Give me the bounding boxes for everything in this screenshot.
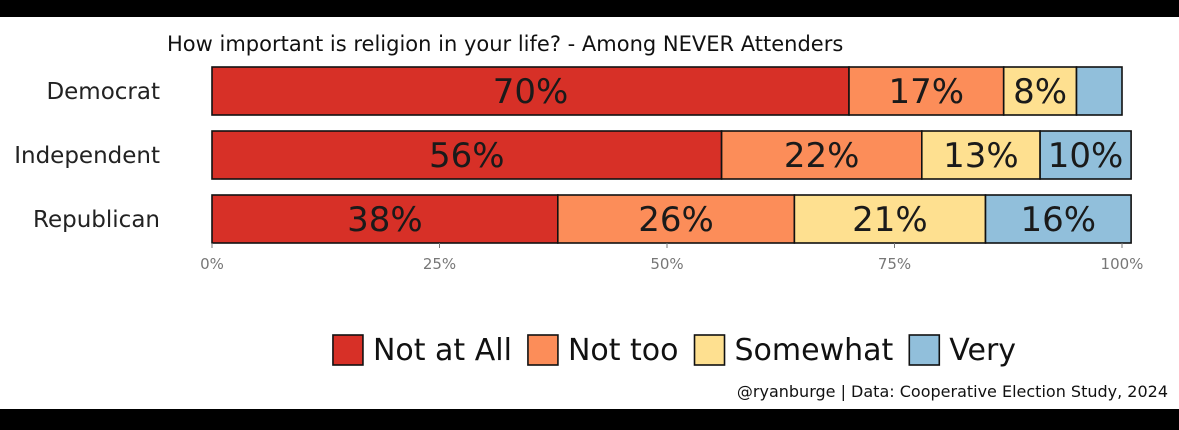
bar-independent-somewhat <box>920 130 1041 180</box>
legend-label-not-too: Not too <box>568 333 679 368</box>
bar-democrat-somewhat <box>1002 66 1078 116</box>
x-tick-label: 0% <box>200 255 224 273</box>
bar-republican-not-too <box>556 194 796 244</box>
bar-independent-not-too <box>720 130 923 180</box>
x-tick-label: 25% <box>423 255 456 273</box>
value-label-republican-not-at-all: 38% <box>347 200 423 240</box>
legend-item-somewhat: Somewhat <box>693 333 894 368</box>
stacked-bar-chart: How important is religion in your life? … <box>14 32 1168 401</box>
legend-swatch-not-at-all <box>332 334 364 366</box>
legend-label-not-at-all: Not at All <box>373 333 512 368</box>
x-tick-label: 100% <box>1101 255 1144 273</box>
bar-democrat-very <box>1075 66 1123 116</box>
category-labels: Democrat Independent Republican <box>14 79 160 233</box>
value-label-democrat-somewhat: 8% <box>1013 72 1067 112</box>
category-label-independent: Independent <box>14 143 160 169</box>
legend-item-not-at-all: Not at All <box>332 333 512 368</box>
bar-republican-not-at-all <box>211 194 559 244</box>
legend-swatch-somewhat <box>693 334 726 366</box>
x-axis-ticks: 0% 25% 50% 75% 100% <box>200 243 1143 273</box>
value-label-independent-very: 10% <box>1048 136 1124 176</box>
bars-group: 70% 17% 8% 56% 22% 13% 10% 38% 26% 21% 16% <box>211 66 1132 244</box>
legend-label-somewhat: Somewhat <box>735 333 894 368</box>
value-label-republican-somewhat: 21% <box>852 200 928 240</box>
bar-republican-somewhat <box>793 194 987 244</box>
value-label-independent-not-too: 22% <box>784 136 860 176</box>
value-label-independent-not-at-all: 56% <box>429 136 505 176</box>
legend-swatch-very <box>908 334 941 366</box>
legend: Not at All Not too Somewhat Very <box>332 333 1016 368</box>
value-label-republican-very: 16% <box>1021 200 1097 240</box>
legend-label-very: Very <box>949 333 1016 368</box>
value-label-democrat-not-at-all: 70% <box>493 72 569 112</box>
chart-panel: How important is religion in your life? … <box>0 17 1179 409</box>
bar-democrat-not-too <box>848 66 1005 116</box>
category-label-democrat: Democrat <box>46 79 160 105</box>
bar-independent-very <box>1039 130 1132 180</box>
legend-item-not-too: Not too <box>527 333 679 368</box>
bar-democrat-not-at-all <box>211 66 850 116</box>
legend-swatch-not-too <box>527 334 559 366</box>
category-label-republican: Republican <box>33 207 160 233</box>
x-tick-label: 75% <box>878 255 911 273</box>
bar-republican-very <box>984 194 1132 244</box>
value-label-independent-somewhat: 13% <box>943 136 1019 176</box>
x-tick-label: 50% <box>650 255 683 273</box>
value-label-democrat-not-too: 17% <box>889 72 965 112</box>
caption: @ryanburge | Data: Cooperative Election … <box>737 382 1168 401</box>
value-label-republican-not-too: 26% <box>638 200 714 240</box>
chart-title: How important is religion in your life? … <box>167 32 843 56</box>
legend-item-very: Very <box>908 333 1016 368</box>
